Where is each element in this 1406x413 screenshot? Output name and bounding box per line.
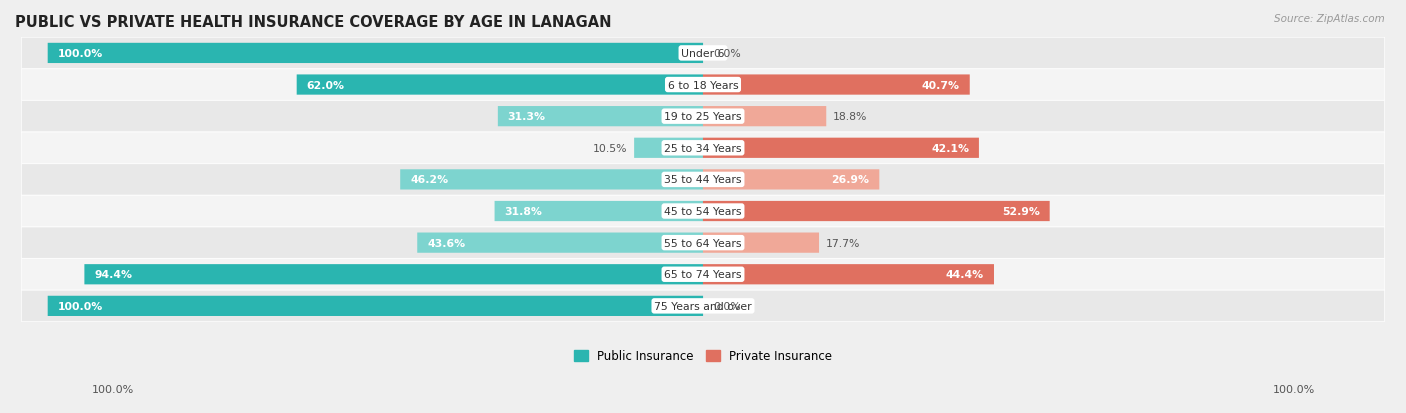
FancyBboxPatch shape (21, 290, 1385, 322)
Text: 100.0%: 100.0% (58, 301, 103, 311)
Text: 62.0%: 62.0% (307, 81, 344, 90)
FancyBboxPatch shape (21, 38, 1385, 69)
FancyBboxPatch shape (21, 133, 1385, 164)
Text: Source: ZipAtlas.com: Source: ZipAtlas.com (1274, 14, 1385, 24)
Text: PUBLIC VS PRIVATE HEALTH INSURANCE COVERAGE BY AGE IN LANAGAN: PUBLIC VS PRIVATE HEALTH INSURANCE COVER… (15, 15, 612, 30)
FancyBboxPatch shape (297, 75, 703, 95)
Text: 0.0%: 0.0% (713, 49, 741, 59)
Text: 26.9%: 26.9% (831, 175, 869, 185)
Text: 31.3%: 31.3% (508, 112, 546, 122)
FancyBboxPatch shape (703, 202, 1050, 222)
FancyBboxPatch shape (21, 164, 1385, 196)
FancyBboxPatch shape (703, 107, 827, 127)
Text: 55 to 64 Years: 55 to 64 Years (664, 238, 742, 248)
Text: 44.4%: 44.4% (946, 270, 984, 280)
Text: 52.9%: 52.9% (1002, 206, 1040, 216)
Text: 43.6%: 43.6% (427, 238, 465, 248)
FancyBboxPatch shape (634, 138, 703, 159)
FancyBboxPatch shape (21, 101, 1385, 133)
FancyBboxPatch shape (418, 233, 703, 253)
Text: 42.1%: 42.1% (931, 143, 969, 153)
FancyBboxPatch shape (21, 196, 1385, 227)
Text: 35 to 44 Years: 35 to 44 Years (664, 175, 742, 185)
FancyBboxPatch shape (21, 70, 1385, 101)
Text: 100.0%: 100.0% (91, 385, 134, 394)
Text: 0.0%: 0.0% (713, 301, 741, 311)
FancyBboxPatch shape (703, 75, 970, 95)
Text: 100.0%: 100.0% (58, 49, 103, 59)
Text: 46.2%: 46.2% (411, 175, 449, 185)
FancyBboxPatch shape (21, 259, 1385, 290)
FancyBboxPatch shape (703, 264, 994, 285)
Text: 45 to 54 Years: 45 to 54 Years (664, 206, 742, 216)
Text: 100.0%: 100.0% (1272, 385, 1315, 394)
Legend: Public Insurance, Private Insurance: Public Insurance, Private Insurance (569, 345, 837, 367)
FancyBboxPatch shape (495, 202, 703, 222)
Text: 17.7%: 17.7% (825, 238, 860, 248)
FancyBboxPatch shape (703, 233, 820, 253)
Text: 31.8%: 31.8% (505, 206, 543, 216)
Text: Under 6: Under 6 (682, 49, 724, 59)
FancyBboxPatch shape (401, 170, 703, 190)
Text: 18.8%: 18.8% (832, 112, 868, 122)
FancyBboxPatch shape (21, 228, 1385, 259)
Text: 75 Years and over: 75 Years and over (654, 301, 752, 311)
Text: 65 to 74 Years: 65 to 74 Years (664, 270, 742, 280)
Text: 6 to 18 Years: 6 to 18 Years (668, 81, 738, 90)
Text: 40.7%: 40.7% (922, 81, 960, 90)
FancyBboxPatch shape (48, 296, 703, 316)
Text: 94.4%: 94.4% (94, 270, 132, 280)
FancyBboxPatch shape (703, 170, 879, 190)
FancyBboxPatch shape (48, 44, 703, 64)
FancyBboxPatch shape (498, 107, 703, 127)
FancyBboxPatch shape (84, 264, 703, 285)
Text: 10.5%: 10.5% (593, 143, 627, 153)
Text: 25 to 34 Years: 25 to 34 Years (664, 143, 742, 153)
FancyBboxPatch shape (703, 138, 979, 159)
Text: 19 to 25 Years: 19 to 25 Years (664, 112, 742, 122)
